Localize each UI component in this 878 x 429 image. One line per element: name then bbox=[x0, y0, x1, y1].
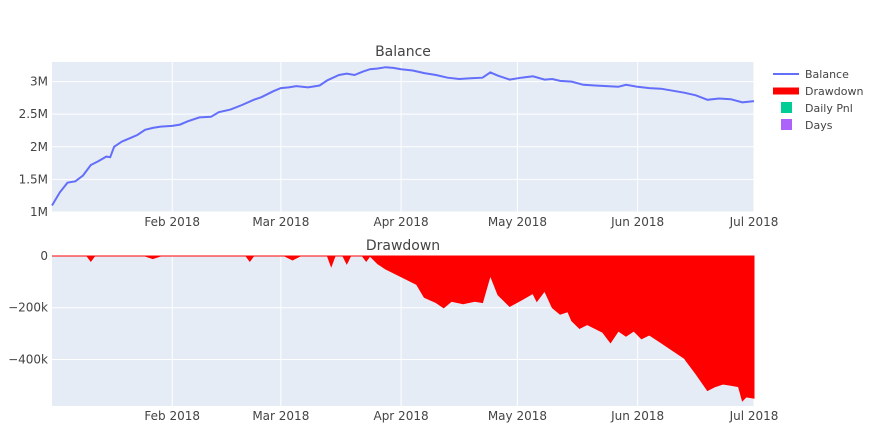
legend-item-days[interactable]: Days bbox=[781, 119, 833, 132]
balance-x-ticks: Feb 2018 Mar 2018 Apr 2018 May 2018 Jun 2018… bbox=[144, 215, 778, 229]
legend: Balance Drawdown Daily Pnl Days bbox=[773, 68, 863, 132]
legend-days-swatch bbox=[781, 119, 792, 130]
balance-subplot: 1M 1.5M 2M 2.5M 3M Feb 2018 Mar 2018 Apr 2018 M… bbox=[19, 44, 779, 229]
legend-daily-pnl-label: Daily Pnl bbox=[805, 102, 853, 115]
drawdown-x-ticks: Feb 2018 Mar 2018 Apr 2018 May 2018 Jun 2018… bbox=[144, 409, 778, 423]
drawdown-title: Drawdown bbox=[366, 238, 440, 254]
balance-x-tick-label: Mar 2018 bbox=[252, 215, 309, 229]
drawdown-subplot: 0 −200k −400k Feb 2018 Mar 2018 Apr 2018 May … bbox=[8, 238, 778, 423]
balance-x-tick-label: Feb 2018 bbox=[144, 215, 200, 229]
balance-plot-area bbox=[52, 62, 754, 212]
legend-item-drawdown[interactable]: Drawdown bbox=[773, 85, 863, 98]
balance-gridlines bbox=[52, 62, 755, 213]
drawdown-series-area bbox=[52, 255, 755, 402]
legend-item-balance[interactable]: Balance bbox=[773, 68, 849, 81]
legend-balance-label: Balance bbox=[805, 68, 849, 81]
balance-y-tick-label: 2.5M bbox=[19, 107, 48, 121]
drawdown-y-tick-label: −400k bbox=[8, 352, 48, 366]
drawdown-x-tick-label: Mar 2018 bbox=[252, 409, 309, 423]
drawdown-y-ticks: 0 −200k −400k bbox=[8, 249, 48, 366]
balance-y-tick-label: 2M bbox=[30, 140, 48, 154]
balance-y-tick-label: 3M bbox=[30, 75, 48, 89]
balance-y-tick-label: 1.5M bbox=[19, 172, 48, 186]
balance-x-tick-label: Jul 2018 bbox=[729, 215, 779, 229]
balance-x-tick-label: Apr 2018 bbox=[373, 215, 428, 229]
drawdown-x-tick-label: Feb 2018 bbox=[144, 409, 200, 423]
balance-title: Balance bbox=[375, 44, 431, 60]
balance-x-tick-label: Jun 2018 bbox=[610, 215, 664, 229]
legend-days-label: Days bbox=[805, 119, 833, 132]
drawdown-x-tick-label: Jul 2018 bbox=[729, 409, 779, 423]
balance-y-tick-label: 1M bbox=[30, 205, 48, 219]
drawdown-x-tick-label: Jun 2018 bbox=[610, 409, 664, 423]
balance-series-line bbox=[51, 66, 755, 207]
balance-x-tick-label: May 2018 bbox=[488, 215, 547, 229]
legend-daily-pnl-swatch bbox=[781, 102, 792, 113]
drawdown-y-tick-label: 0 bbox=[40, 249, 48, 263]
legend-item-daily-pnl[interactable]: Daily Pnl bbox=[781, 102, 853, 115]
balance-y-ticks: 1M 1.5M 2M 2.5M 3M bbox=[19, 75, 48, 219]
legend-drawdown-label: Drawdown bbox=[805, 85, 863, 98]
drawdown-x-tick-label: Apr 2018 bbox=[373, 409, 428, 423]
drawdown-x-tick-label: May 2018 bbox=[488, 409, 547, 423]
drawdown-y-tick-label: −200k bbox=[8, 301, 48, 315]
